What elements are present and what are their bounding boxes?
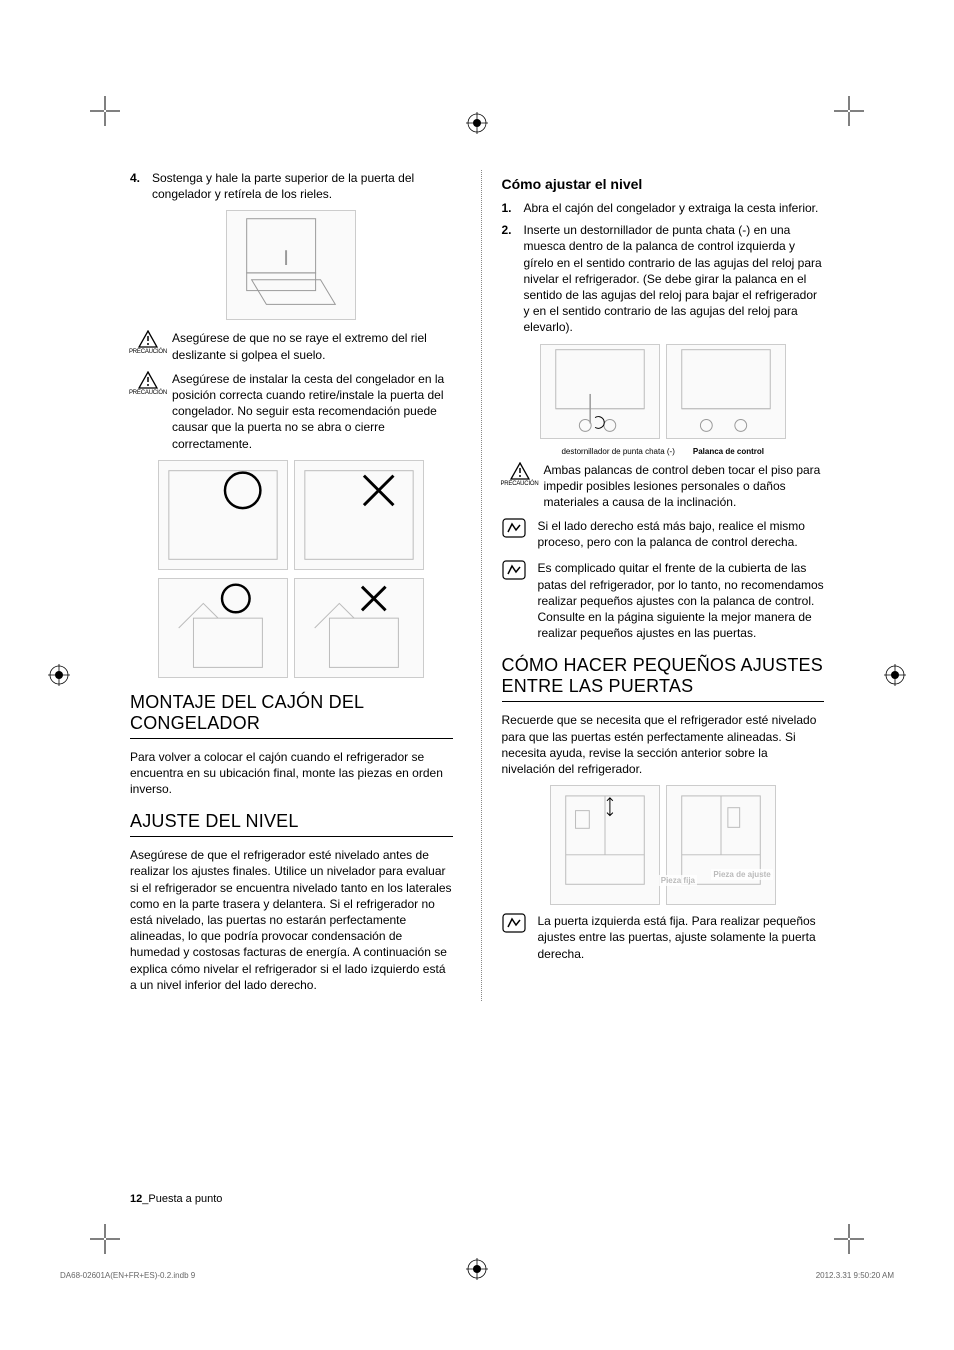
note-3: La puerta izquierda está fija. Para real…	[502, 913, 825, 962]
label-ajuste: Pieza de ajuste	[711, 869, 772, 880]
crop-mark-tl	[90, 96, 120, 126]
illustration-correct-wrong-top	[130, 460, 453, 570]
caption-row: destornillador de punta chata (-) Palanc…	[502, 447, 825, 456]
crop-mark-tr	[834, 96, 864, 126]
caution-icon: PRECAUCIÓN	[130, 371, 166, 452]
step-text: Sostenga y hale la parte superior de la …	[152, 170, 453, 202]
caution-1: PRECAUCIÓN Asegúrese de que no se raye e…	[130, 330, 453, 362]
caution-icon: PRECAUCIÓN	[502, 462, 538, 511]
column-left: 4. Sostenga y hale la parte superior de …	[130, 170, 453, 1001]
crop-mark-bl	[90, 1224, 120, 1254]
note-icon	[502, 518, 530, 550]
step-number: 1.	[502, 200, 516, 216]
note-icon	[502, 913, 530, 962]
note-text: Es complicado quitar el frente de la cub…	[538, 560, 825, 641]
note-2: Es complicado quitar el frente de la cub…	[502, 560, 825, 641]
body-pequenos: Recuerde que se necesita que el refriger…	[502, 712, 825, 777]
heading-montaje: MONTAJE DEL CAJÓN DEL CONGELADOR	[130, 692, 453, 739]
step-number: 4.	[130, 170, 144, 202]
page-content: 4. Sostenga y hale la parte superior de …	[70, 90, 884, 1021]
page-footer: 12_Puesta a punto	[130, 1193, 222, 1205]
caution-text: Ambas palancas de control deben tocar el…	[544, 462, 825, 511]
caution-label: PRECAUCIÓN	[129, 348, 167, 356]
page-label: _Puesta a punto	[142, 1193, 222, 1205]
caution-text: Asegúrese de instalar la cesta del conge…	[172, 371, 453, 452]
heading-pequenos: CÓMO HACER PEQUEÑOS AJUSTES ENTRE LAS PU…	[502, 655, 825, 702]
print-timestamp: 2012.3.31 9:50:20 AM	[816, 1271, 894, 1280]
caption-palanca: Palanca de control	[693, 447, 764, 456]
note-icon	[502, 560, 530, 641]
note-text: Si el lado derecho está más bajo, realic…	[538, 518, 825, 550]
step-text: Inserte un destornillador de punta chata…	[524, 222, 825, 335]
column-right: Cómo ajustar el nivel 1. Abra el cajón d…	[481, 170, 825, 1001]
illustration-door-adjust: Pieza fija Pieza de ajuste	[502, 785, 825, 905]
print-line: DA68-02601A(EN+FR+ES)-0.2.indb 9 2012.3.…	[60, 1271, 894, 1280]
step-2: 2. Inserte un destornillador de punta ch…	[502, 222, 825, 335]
caution-2: PRECAUCIÓN Asegúrese de instalar la cest…	[130, 371, 453, 452]
crop-mark-br	[834, 1224, 864, 1254]
illustration-level-adjust	[502, 344, 825, 439]
illustration-drawer-pull	[226, 210, 356, 320]
caution-text: Asegúrese de que no se raye el extremo d…	[172, 330, 453, 362]
note-text: La puerta izquierda está fija. Para real…	[538, 913, 825, 962]
caution-label: PRECAUCIÓN	[501, 480, 539, 488]
caution-3: PRECAUCIÓN Ambas palancas de control deb…	[502, 462, 825, 511]
illustration-correct-wrong-bottom	[130, 578, 453, 678]
step-1: 1. Abra el cajón del congelador y extrai…	[502, 200, 825, 216]
body-montaje: Para volver a colocar el cajón cuando el…	[130, 749, 453, 798]
caution-icon: PRECAUCIÓN	[130, 330, 166, 362]
heading-ajuste: AJUSTE DEL NIVEL	[130, 811, 453, 837]
print-file: DA68-02601A(EN+FR+ES)-0.2.indb 9	[60, 1271, 195, 1280]
page-number: 12	[130, 1193, 142, 1205]
step-number: 2.	[502, 222, 516, 335]
step-4: 4. Sostenga y hale la parte superior de …	[130, 170, 453, 202]
body-ajuste: Asegúrese de que el refrigerador esté ni…	[130, 847, 453, 993]
label-fija: Pieza fija	[659, 875, 697, 886]
registration-mark-right	[884, 664, 906, 686]
heading-como-ajustar: Cómo ajustar el nivel	[502, 176, 825, 192]
registration-mark-top	[466, 112, 488, 134]
caution-label: PRECAUCIÓN	[129, 389, 167, 397]
registration-mark-left	[48, 664, 70, 686]
note-1: Si el lado derecho está más bajo, realic…	[502, 518, 825, 550]
caption-dest: destornillador de punta chata (-)	[561, 447, 674, 456]
step-text: Abra el cajón del congelador y extraiga …	[524, 200, 819, 216]
